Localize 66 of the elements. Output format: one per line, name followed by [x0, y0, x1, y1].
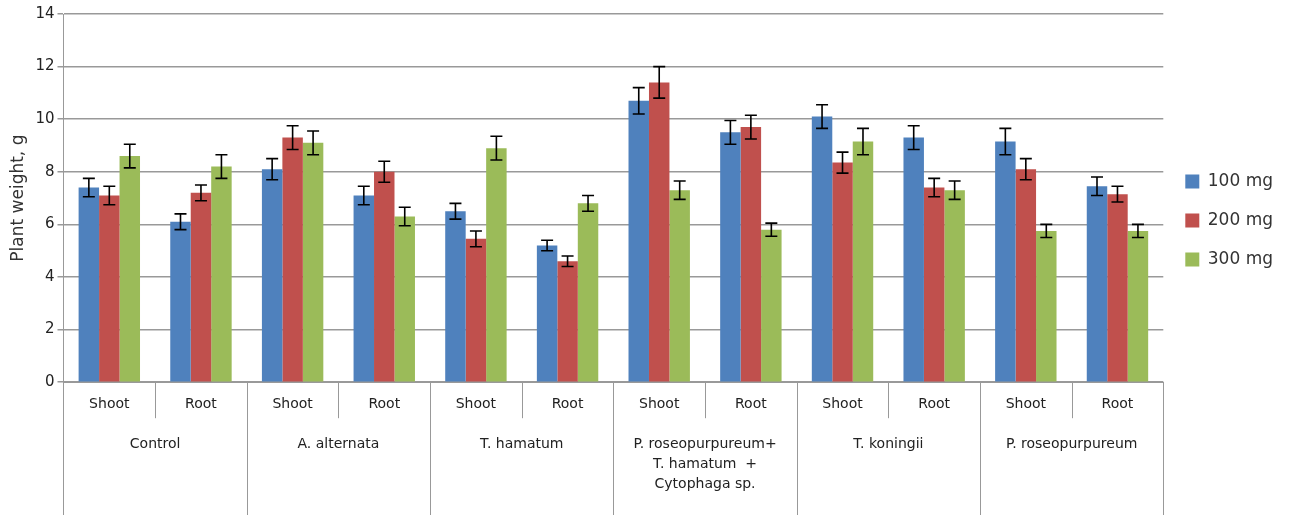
x-tick-label: Root: [551, 395, 584, 412]
y-tick-label: 6: [44, 214, 55, 233]
bar: [78, 187, 100, 382]
bar: [944, 190, 965, 382]
y-tick-label: 12: [35, 56, 55, 75]
bar: [995, 141, 1016, 382]
bar: [669, 190, 690, 382]
legend-label: 200 mg: [1207, 208, 1273, 229]
bar: [99, 195, 120, 382]
x-tick-label: Root: [185, 395, 218, 412]
x-tick-label: Shoot: [455, 395, 497, 412]
x-tick-label: Root: [368, 395, 401, 412]
bar: [740, 127, 762, 382]
bar: [374, 171, 395, 382]
bar: [394, 216, 415, 382]
bar: [648, 82, 670, 382]
bar: [445, 211, 466, 382]
bar: [211, 166, 232, 382]
x-tick-label: Shoot: [89, 395, 131, 412]
bar: [903, 137, 924, 382]
bar: [577, 203, 599, 382]
y-tick-label: 14: [35, 3, 55, 22]
y-tick-label: 4: [44, 266, 55, 285]
bar: [119, 156, 141, 382]
text: T. hamatum: [479, 434, 564, 451]
text: P. roseopurpureum: [1005, 434, 1138, 451]
bar: [1015, 169, 1037, 382]
text: A. alternata: [297, 434, 380, 451]
legend-label: 300 mg: [1207, 247, 1273, 268]
bar: [170, 221, 191, 382]
x-tick-label: Root: [918, 395, 951, 412]
bar: [302, 142, 324, 382]
x-tick-label: Shoot: [272, 395, 314, 412]
y-axis-title: Plant weight, g: [6, 134, 27, 262]
y-tick-label: 2: [44, 319, 55, 338]
bar: [536, 245, 558, 382]
bar: [1086, 186, 1108, 382]
bar: [557, 261, 578, 382]
bar: [486, 148, 507, 382]
y-tick-label: 10: [35, 109, 55, 128]
text: T. koningii: [852, 434, 924, 451]
y-tick-label: 0: [44, 372, 55, 391]
bar: [720, 132, 741, 382]
text: P. roseopurpureum+ T. hamatum + Cytophaga sp.: [633, 434, 777, 491]
y-tick-label: 8: [44, 161, 55, 180]
bar: [282, 137, 303, 382]
bar: [923, 187, 945, 382]
x-tick-label: Shoot: [822, 395, 864, 412]
bar: [353, 195, 375, 382]
bar: [1036, 230, 1057, 382]
bar: [1107, 194, 1128, 382]
bar: [852, 141, 874, 382]
bar: [628, 100, 649, 382]
x-tick-label: Shoot: [639, 395, 680, 412]
x-tick-label: Root: [735, 395, 768, 412]
x-tick-label: Root: [1101, 395, 1134, 412]
bar: [1127, 230, 1149, 382]
legend-label: 100 mg: [1207, 169, 1273, 190]
bar: [465, 238, 487, 382]
text: Control: [129, 434, 181, 451]
bar: [761, 229, 782, 382]
bar: [811, 116, 833, 382]
bar: [190, 192, 212, 382]
bar: [832, 162, 853, 382]
bar: [261, 169, 283, 382]
x-tick-label: Shoot: [1005, 395, 1047, 412]
